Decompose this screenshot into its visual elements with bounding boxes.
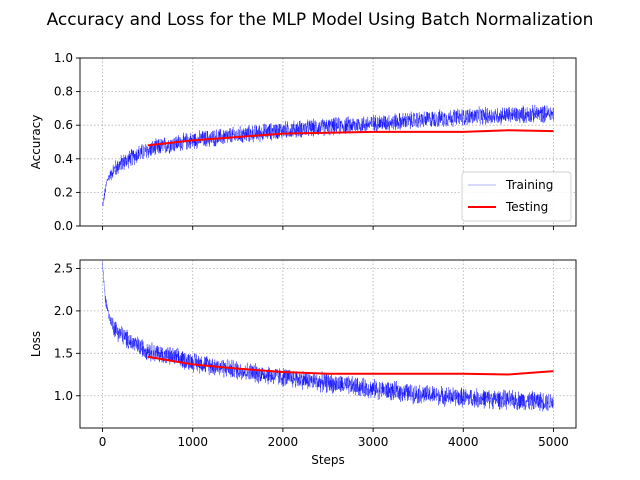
y-tick-label: 0.6 (54, 118, 73, 132)
legend: Training Testing (461, 171, 572, 222)
testing-series-line (147, 355, 554, 376)
legend-label: Testing (505, 200, 548, 214)
legend-box (461, 171, 572, 222)
y-tick-label: 0.0 (54, 219, 73, 233)
x-tick-label: 5000 (538, 435, 569, 449)
legend-label: Training (505, 178, 553, 192)
x-tick-label: 3000 (358, 435, 389, 449)
x-tick-label: 2000 (268, 435, 299, 449)
y-tick-label: 1.0 (54, 389, 73, 403)
axes-frame (79, 259, 577, 429)
x-tick-label: 1000 (177, 435, 208, 449)
testing-series-line (147, 129, 554, 147)
figure-title: Accuracy and Loss for the MLP Model Usin… (47, 10, 594, 30)
y-tick-label: 0.8 (54, 85, 73, 99)
y-tick-label: 1.5 (54, 346, 73, 360)
x-axis-label: Steps (311, 453, 345, 467)
loss-panel: 0 1000 2000 3000 4000 5000 1.0 1.5 2.0 2.5 Loss Ste… (29, 259, 577, 467)
x-tick-label: 0 (99, 435, 107, 449)
accuracy-panel: 0.0 0.2 0.4 0.6 0.8 1.0 Accuracy Training Testin… (29, 51, 577, 233)
y-tick-label: 2.5 (54, 261, 73, 275)
training-series-line (102, 261, 554, 412)
y-axis-label: Accuracy (29, 115, 43, 170)
axes-frame (79, 57, 577, 227)
y-tick-label: 0.4 (54, 152, 73, 166)
y-tick-label: 2.0 (54, 304, 73, 318)
x-tick-label: 4000 (448, 435, 479, 449)
y-tick-label: 0.2 (54, 185, 73, 199)
y-axis-label: Loss (29, 331, 43, 357)
y-tick-label: 1.0 (54, 51, 73, 65)
